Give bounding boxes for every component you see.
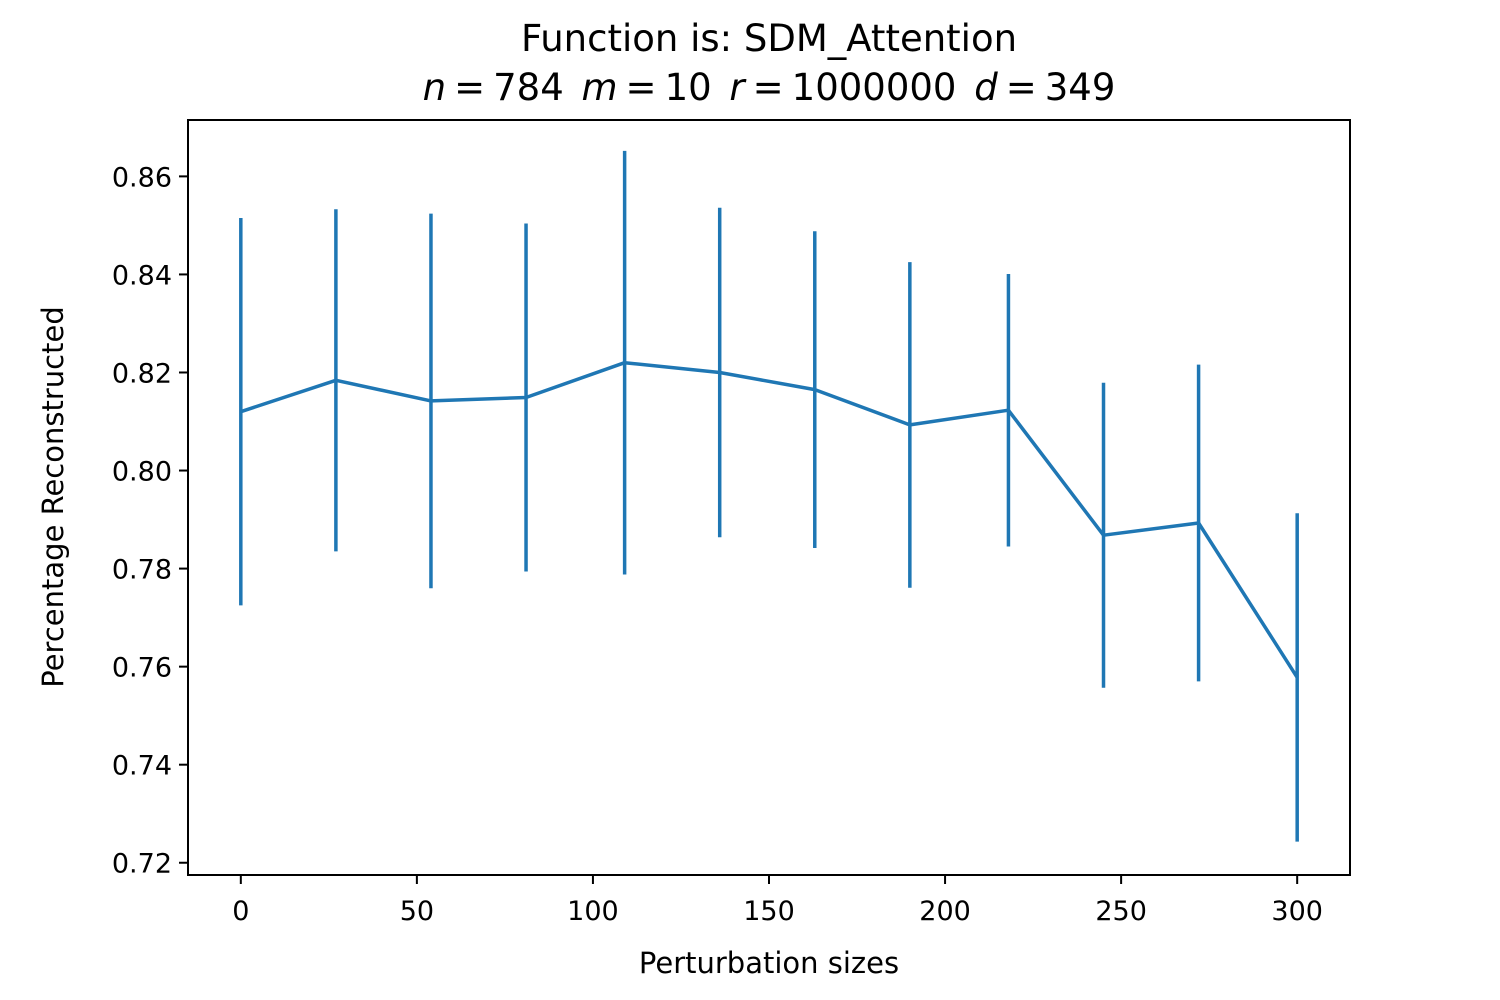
y-tick-label: 0.82	[112, 358, 172, 389]
y-tick-label: 0.76	[112, 653, 172, 684]
plot-area	[239, 150, 1299, 842]
series-line	[240, 360, 1299, 679]
y-axis-label: Percentage Reconstructed	[36, 306, 70, 687]
y-tick-label: 0.80	[112, 457, 172, 488]
x-tick-label: 150	[743, 896, 795, 927]
x-axis: 0 50 100 150 200 250 300	[232, 875, 1323, 927]
x-tick-label: 250	[1095, 896, 1147, 927]
subtitle-m-symbol: m	[582, 66, 618, 109]
x-tick-label: 0	[232, 896, 249, 927]
x-tick-label: 300	[1271, 896, 1323, 927]
x-tick-label: 50	[400, 896, 434, 927]
subtitle-d-symbol: d	[974, 66, 998, 109]
subtitle-r-symbol: r	[729, 66, 747, 109]
subtitle-r-value: 1000000	[792, 66, 957, 109]
subtitle-eq-3: =	[753, 66, 784, 109]
subtitle-eq-2: =	[626, 66, 657, 109]
subtitle-eq-1: =	[454, 66, 485, 109]
x-tick-label: 100	[567, 896, 619, 927]
axes-frame	[187, 119, 1351, 876]
y-tick-label: 0.74	[112, 751, 172, 782]
subtitle-m-value: 10	[665, 66, 712, 109]
x-axis-label: Perturbation sizes	[639, 946, 899, 980]
y-axis: 0.72 0.74 0.76 0.78 0.80 0.82 0.84 0.86	[112, 162, 188, 880]
subtitle-d-value: 349	[1045, 66, 1116, 109]
subtitle-n-symbol: n	[423, 66, 446, 109]
y-tick-label: 0.78	[112, 555, 172, 586]
y-tick-label: 0.72	[112, 849, 172, 880]
chart-title: Function is: SDM_Attention	[521, 17, 1017, 60]
subtitle-n-value: 784	[493, 66, 564, 109]
y-tick-label: 0.84	[112, 260, 172, 291]
subtitle-eq-4: =	[1006, 66, 1037, 109]
y-tick-label: 0.86	[112, 162, 172, 193]
x-tick-label: 200	[919, 896, 971, 927]
chart-subtitle: n = 784 m = 10 r = 1000000 d = 349	[423, 66, 1116, 109]
